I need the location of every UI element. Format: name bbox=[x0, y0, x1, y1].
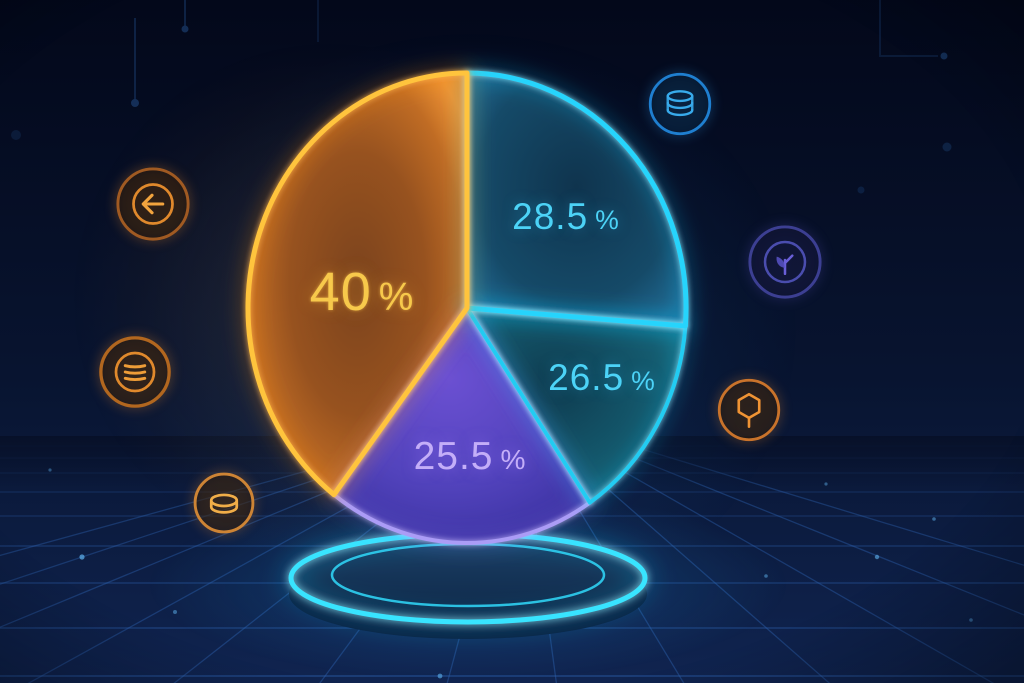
coins-stack-icon[interactable] bbox=[645, 69, 715, 139]
pie-slice-cyan-28.5[interactable] bbox=[467, 73, 687, 326]
pie-slice-cyan-outline bbox=[464, 70, 689, 329]
pie-slice-teal-26.5[interactable] bbox=[467, 308, 686, 503]
slice-value: 26.5 bbox=[548, 357, 625, 398]
slice-label-25-5: 25.5 % bbox=[414, 435, 527, 479]
percent-sign: % bbox=[595, 205, 620, 235]
pie-slice-orange-40[interactable] bbox=[248, 73, 467, 495]
slice-value: 25.5 bbox=[413, 435, 494, 478]
slice-label-28-5: 28.5 % bbox=[512, 196, 620, 238]
slice-label-26-5: 26.5 % bbox=[548, 357, 656, 399]
pie-slice-orange-outline bbox=[245, 70, 470, 498]
arrow-left-circle-icon[interactable] bbox=[114, 165, 192, 243]
pie-slice-teal-outline bbox=[465, 306, 688, 505]
pie-slice-purple-outline bbox=[332, 306, 592, 546]
pie-chart bbox=[245, 70, 689, 546]
coin-icon[interactable] bbox=[190, 469, 258, 537]
slice-value: 40 bbox=[309, 262, 372, 322]
database-lines-icon[interactable] bbox=[96, 333, 174, 411]
hexagon-key-icon[interactable] bbox=[714, 375, 784, 445]
percent-sign: % bbox=[500, 444, 527, 475]
plant-sprout-icon[interactable] bbox=[746, 223, 824, 301]
percent-sign: % bbox=[631, 366, 656, 396]
slice-value: 28.5 bbox=[512, 196, 589, 237]
pie-slice-purple-25.5[interactable] bbox=[334, 308, 590, 544]
slice-label-40: 40 % bbox=[310, 261, 415, 323]
pedestal bbox=[288, 531, 648, 639]
percent-sign: % bbox=[378, 276, 415, 319]
